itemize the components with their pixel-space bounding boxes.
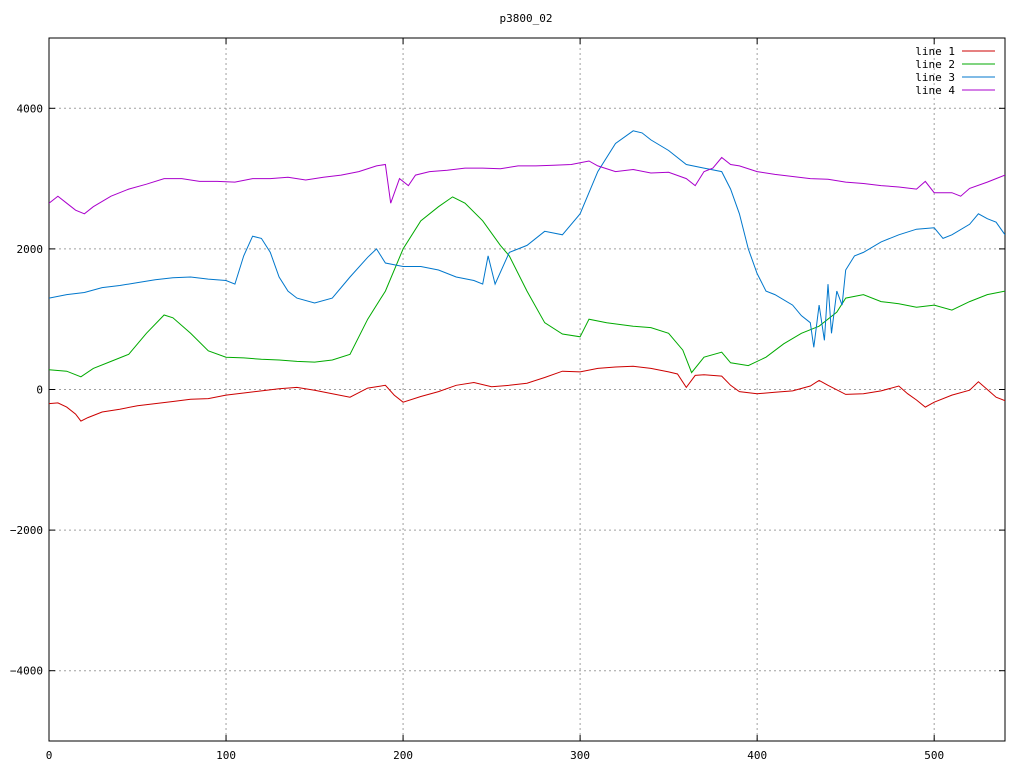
axes: 0 100 200 300 400 500 −4000 −2000 0 2000 4000 xyxy=(10,37,1006,762)
y-tick-label: −2000 xyxy=(10,524,43,537)
x-tick-label: 300 xyxy=(570,749,590,762)
series-line-4 xyxy=(49,156,1005,215)
series-line-3 xyxy=(49,130,1005,348)
y-tick-label: 0 xyxy=(36,384,43,397)
series-line-2 xyxy=(49,196,1005,378)
series-group xyxy=(49,130,1005,422)
x-tick-label: 200 xyxy=(393,749,413,762)
y-tick-label: 4000 xyxy=(17,102,44,115)
legend-label-4: line 4 xyxy=(915,84,955,97)
series-line-1 xyxy=(49,365,1005,422)
chart-title: p3800_02 xyxy=(500,12,553,25)
x-tick-label: 0 xyxy=(46,749,53,762)
x-tick-label: 400 xyxy=(747,749,767,762)
x-tick-label: 100 xyxy=(216,749,236,762)
y-tick-label: −4000 xyxy=(10,665,43,678)
grid xyxy=(49,38,1005,741)
y-tick-label: 2000 xyxy=(17,243,44,256)
x-tick-label: 500 xyxy=(924,749,944,762)
legend-label-1: line 1 xyxy=(915,45,955,58)
legend-label-2: line 2 xyxy=(915,58,955,71)
legend-label-3: line 3 xyxy=(915,71,955,84)
